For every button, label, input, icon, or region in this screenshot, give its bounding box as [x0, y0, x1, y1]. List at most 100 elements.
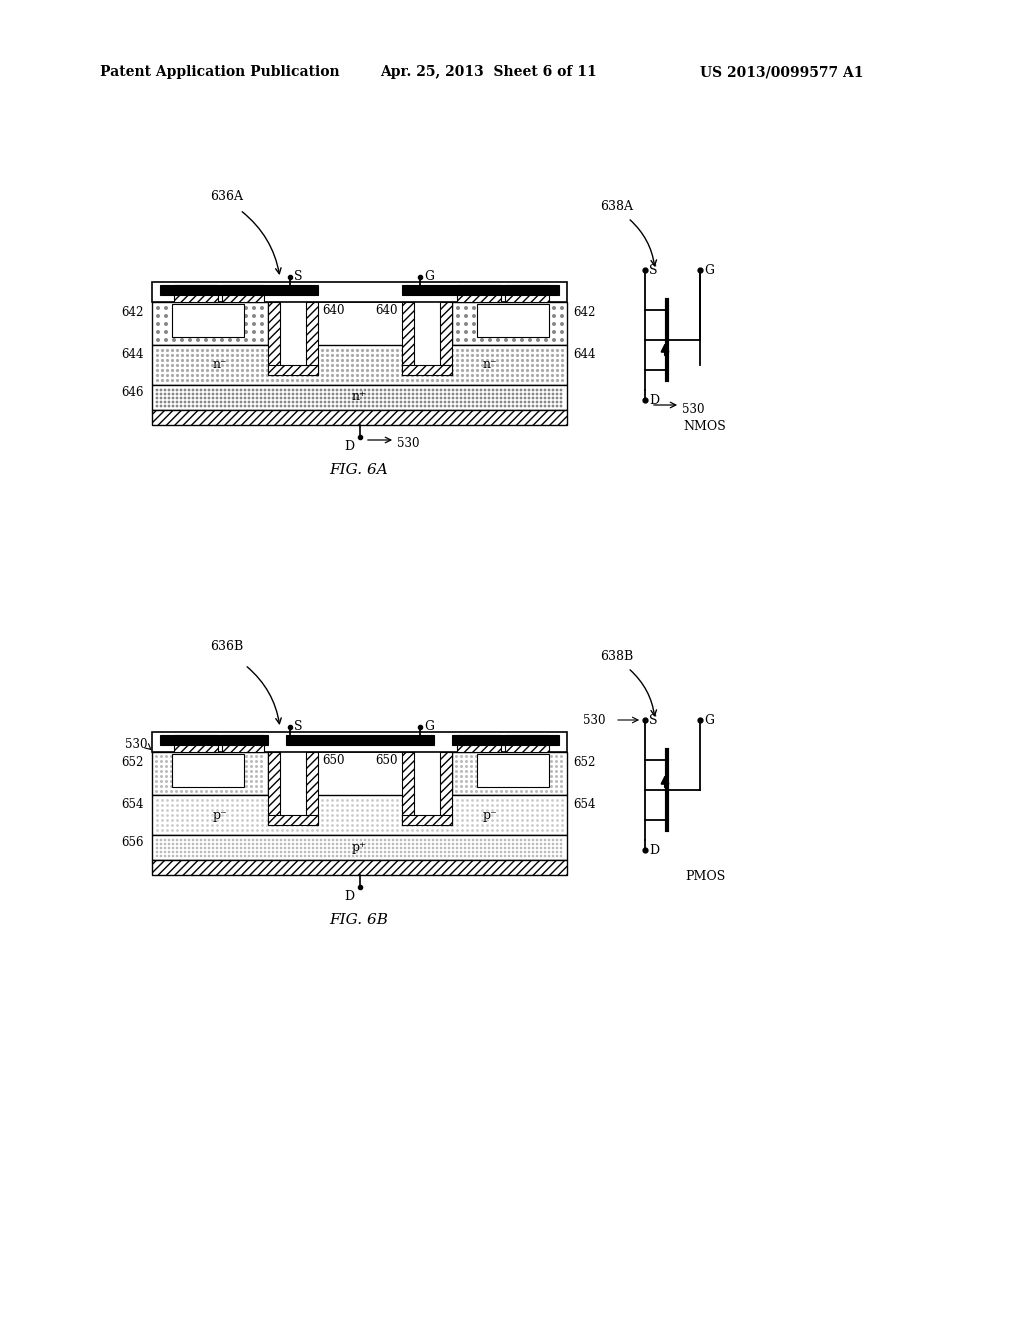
Circle shape: [228, 339, 231, 342]
Circle shape: [200, 323, 201, 325]
Circle shape: [504, 405, 506, 407]
Circle shape: [227, 315, 228, 317]
Circle shape: [257, 370, 258, 371]
Circle shape: [512, 405, 514, 407]
Circle shape: [387, 359, 388, 362]
Circle shape: [528, 323, 529, 325]
Circle shape: [176, 791, 177, 792]
Circle shape: [497, 393, 498, 395]
Circle shape: [524, 323, 525, 325]
Circle shape: [440, 389, 441, 391]
Circle shape: [171, 755, 172, 758]
Circle shape: [449, 401, 450, 403]
Circle shape: [372, 355, 374, 356]
Circle shape: [480, 771, 482, 772]
Circle shape: [552, 825, 553, 826]
Circle shape: [322, 830, 324, 832]
Circle shape: [191, 805, 194, 807]
Circle shape: [420, 401, 422, 403]
Circle shape: [252, 800, 253, 801]
Circle shape: [352, 389, 353, 391]
Circle shape: [351, 350, 353, 351]
Circle shape: [545, 774, 546, 775]
Circle shape: [516, 777, 518, 779]
Circle shape: [392, 814, 393, 816]
Circle shape: [497, 323, 498, 325]
Circle shape: [247, 809, 248, 812]
Circle shape: [268, 401, 269, 403]
Circle shape: [396, 364, 398, 367]
Circle shape: [382, 350, 383, 351]
Circle shape: [197, 370, 199, 371]
Circle shape: [502, 355, 504, 356]
Circle shape: [528, 393, 529, 395]
Circle shape: [417, 370, 419, 371]
Circle shape: [156, 776, 158, 777]
Circle shape: [520, 312, 521, 313]
Circle shape: [186, 350, 188, 351]
Circle shape: [372, 830, 373, 832]
Circle shape: [361, 359, 364, 362]
Circle shape: [396, 380, 398, 381]
Circle shape: [428, 405, 430, 407]
Circle shape: [212, 364, 213, 367]
Text: D: D: [649, 843, 659, 857]
Circle shape: [268, 405, 269, 407]
Circle shape: [248, 401, 250, 403]
Circle shape: [480, 405, 481, 407]
Circle shape: [476, 785, 477, 787]
Circle shape: [511, 760, 512, 762]
Circle shape: [202, 830, 203, 832]
Bar: [414, 302, 440, 366]
Circle shape: [327, 830, 329, 832]
Circle shape: [311, 805, 313, 807]
Circle shape: [180, 766, 182, 767]
Circle shape: [205, 389, 206, 391]
Circle shape: [497, 758, 498, 759]
Circle shape: [417, 359, 419, 362]
Circle shape: [300, 389, 302, 391]
Circle shape: [526, 814, 528, 816]
Circle shape: [462, 364, 464, 367]
Circle shape: [329, 389, 330, 391]
Circle shape: [471, 760, 472, 762]
Circle shape: [337, 370, 338, 371]
Circle shape: [219, 319, 221, 321]
Circle shape: [216, 397, 218, 399]
Text: n⁻: n⁻: [482, 359, 498, 371]
Circle shape: [327, 805, 329, 807]
Circle shape: [196, 331, 197, 333]
Circle shape: [461, 755, 462, 758]
Circle shape: [191, 308, 193, 309]
Circle shape: [504, 331, 506, 333]
Circle shape: [162, 364, 164, 367]
Circle shape: [245, 306, 248, 309]
Circle shape: [377, 814, 378, 816]
Circle shape: [285, 401, 286, 403]
Circle shape: [528, 306, 531, 309]
Circle shape: [221, 370, 223, 371]
Circle shape: [251, 755, 252, 758]
Circle shape: [179, 781, 180, 783]
Circle shape: [208, 405, 210, 407]
Circle shape: [162, 809, 163, 812]
Circle shape: [196, 755, 198, 758]
Circle shape: [512, 820, 513, 821]
Circle shape: [207, 762, 209, 763]
Circle shape: [502, 814, 503, 816]
Circle shape: [453, 401, 454, 403]
Circle shape: [296, 397, 298, 399]
Circle shape: [453, 397, 454, 399]
Circle shape: [171, 785, 172, 787]
Circle shape: [373, 389, 374, 391]
Circle shape: [211, 771, 212, 772]
Circle shape: [333, 405, 334, 407]
Circle shape: [217, 800, 218, 801]
Circle shape: [300, 405, 302, 407]
Bar: [268, 302, 280, 375]
Circle shape: [424, 393, 426, 395]
Circle shape: [292, 370, 294, 371]
Circle shape: [561, 375, 563, 376]
Circle shape: [253, 306, 255, 309]
Circle shape: [231, 380, 233, 381]
